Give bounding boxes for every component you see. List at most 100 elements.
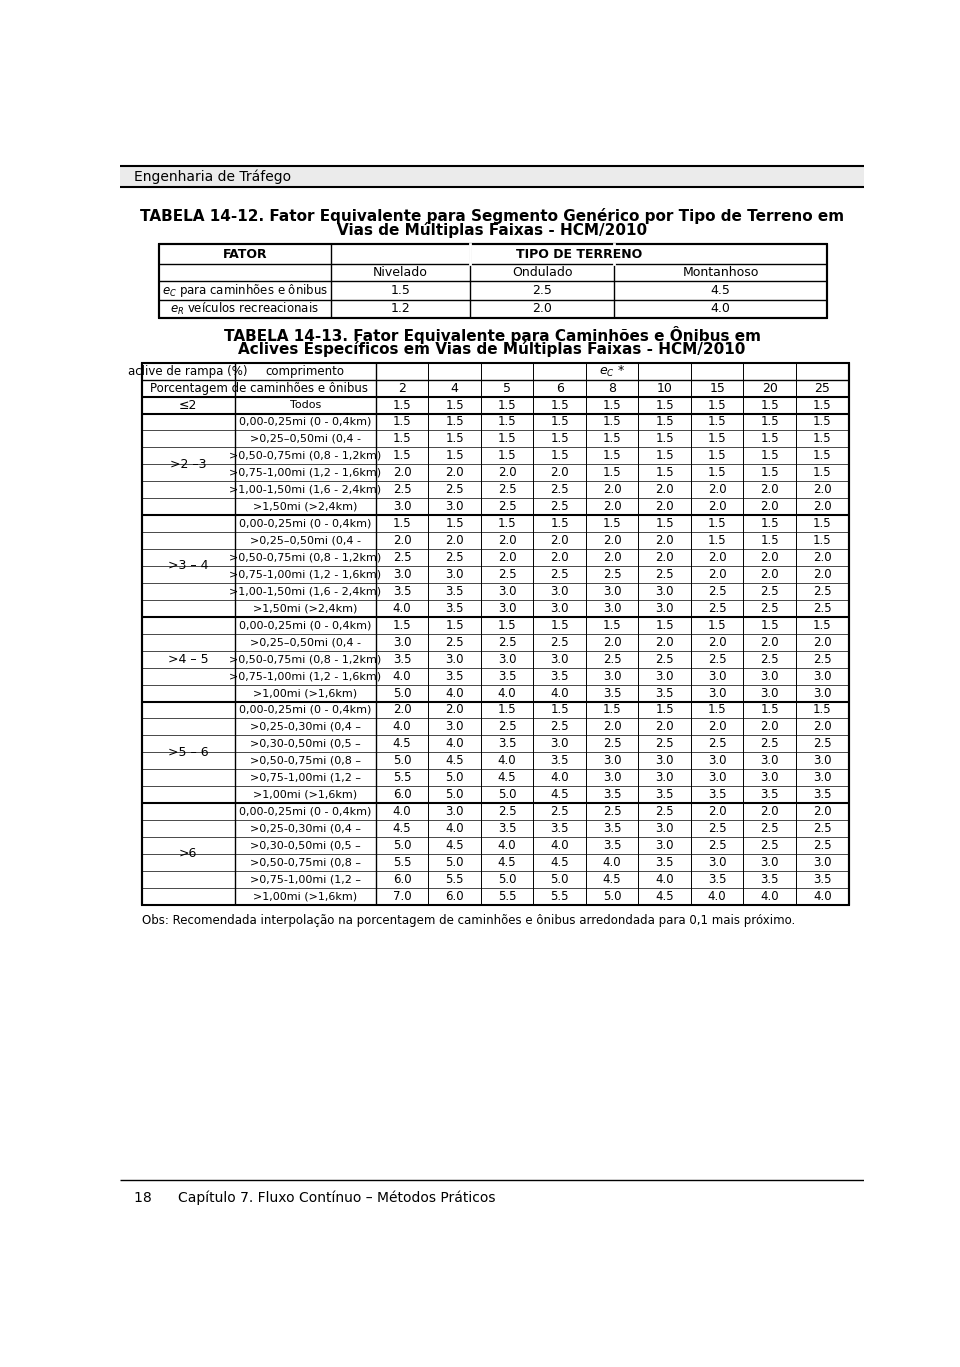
Text: 3.0: 3.0 xyxy=(656,755,674,767)
Text: 3.5: 3.5 xyxy=(656,686,674,700)
Text: 3.5: 3.5 xyxy=(550,670,569,682)
Text: Vias de Múltiplas Faixas - HCM/2010: Vias de Múltiplas Faixas - HCM/2010 xyxy=(337,223,647,238)
Text: $e_C$ para caminhões e ônibus: $e_C$ para caminhões e ônibus xyxy=(161,282,328,299)
Text: 1.5: 1.5 xyxy=(445,450,464,462)
Text: >0,25–0,50mi (0,4 -: >0,25–0,50mi (0,4 - xyxy=(250,433,361,444)
Text: 2.5: 2.5 xyxy=(550,484,569,496)
Text: 1.5: 1.5 xyxy=(760,416,779,428)
Text: 5.0: 5.0 xyxy=(445,771,464,785)
Bar xyxy=(142,362,849,905)
Text: 2.5: 2.5 xyxy=(497,805,516,817)
Text: 4.0: 4.0 xyxy=(760,890,779,902)
Text: 3.0: 3.0 xyxy=(603,601,621,615)
Text: 3.0: 3.0 xyxy=(445,567,464,581)
Text: 2.0: 2.0 xyxy=(708,567,727,581)
Text: 3.0: 3.0 xyxy=(708,771,727,785)
Text: 1.5: 1.5 xyxy=(813,517,831,530)
Text: 5.0: 5.0 xyxy=(445,856,464,869)
Text: 1.5: 1.5 xyxy=(603,416,621,428)
Text: 2.0: 2.0 xyxy=(445,704,464,716)
Text: 1.5: 1.5 xyxy=(497,450,516,462)
Text: 3.0: 3.0 xyxy=(550,585,569,597)
Text: 4.0: 4.0 xyxy=(497,755,516,767)
Text: >1,50mi (>2,4km): >1,50mi (>2,4km) xyxy=(253,603,357,614)
Text: Ondulado: Ondulado xyxy=(512,267,572,279)
Text: 5: 5 xyxy=(503,381,511,395)
Text: >0,75-1,00mi (1,2 –: >0,75-1,00mi (1,2 – xyxy=(250,772,361,783)
Text: >0,50-0,75mi (0,8 –: >0,50-0,75mi (0,8 – xyxy=(250,756,361,766)
Text: 10: 10 xyxy=(657,381,673,395)
Text: 1.5: 1.5 xyxy=(550,399,569,411)
Text: 3.5: 3.5 xyxy=(603,822,621,835)
Text: 2.5: 2.5 xyxy=(708,601,727,615)
Text: 2.5: 2.5 xyxy=(760,601,779,615)
Text: 3.0: 3.0 xyxy=(656,670,674,682)
Text: 1.5: 1.5 xyxy=(813,432,831,446)
Text: >0,50-0,75mi (0,8 - 1,2km): >0,50-0,75mi (0,8 - 1,2km) xyxy=(229,451,381,461)
Text: >1,00-1,50mi (1,6 - 2,4km): >1,00-1,50mi (1,6 - 2,4km) xyxy=(229,586,381,596)
Text: 2.5: 2.5 xyxy=(813,601,831,615)
Text: 2.0: 2.0 xyxy=(393,704,411,716)
Text: 5.5: 5.5 xyxy=(498,890,516,902)
Text: 1.5: 1.5 xyxy=(708,416,727,428)
Text: 2.0: 2.0 xyxy=(813,484,831,496)
Text: 1.5: 1.5 xyxy=(813,534,831,547)
Text: 3.0: 3.0 xyxy=(813,670,831,682)
Text: 1.5: 1.5 xyxy=(760,534,779,547)
Text: 5.0: 5.0 xyxy=(498,789,516,801)
Text: 4.0: 4.0 xyxy=(445,686,464,700)
Text: 2.0: 2.0 xyxy=(813,551,831,565)
Text: 1.5: 1.5 xyxy=(603,450,621,462)
Text: 2.5: 2.5 xyxy=(445,484,464,496)
Text: 3.0: 3.0 xyxy=(445,500,464,513)
Text: 2.0: 2.0 xyxy=(550,551,569,565)
Text: 3.0: 3.0 xyxy=(550,737,569,750)
Text: aclive de rampa (%): aclive de rampa (%) xyxy=(129,365,248,377)
Text: 1.5: 1.5 xyxy=(708,534,727,547)
Text: 25: 25 xyxy=(814,381,830,395)
Text: 2.0: 2.0 xyxy=(497,534,516,547)
Text: 2.0: 2.0 xyxy=(708,805,727,817)
Text: >1,00mi (>1,6km): >1,00mi (>1,6km) xyxy=(253,790,357,800)
Text: 2.0: 2.0 xyxy=(603,551,621,565)
Text: 2.0: 2.0 xyxy=(393,466,411,480)
Text: 3.0: 3.0 xyxy=(760,670,779,682)
Text: 1.5: 1.5 xyxy=(656,466,674,480)
Text: 1.5: 1.5 xyxy=(656,432,674,446)
Text: 4.0: 4.0 xyxy=(603,856,621,869)
Text: 3.5: 3.5 xyxy=(498,737,516,750)
Text: 4.0: 4.0 xyxy=(393,670,411,682)
Text: 1.5: 1.5 xyxy=(760,450,779,462)
Text: 3.0: 3.0 xyxy=(603,670,621,682)
Text: 20: 20 xyxy=(762,381,778,395)
Text: 2.5: 2.5 xyxy=(603,652,621,666)
Text: >2 –3: >2 –3 xyxy=(170,458,206,470)
Text: 2.0: 2.0 xyxy=(656,551,674,565)
Text: >4 – 5: >4 – 5 xyxy=(168,652,208,666)
Text: 4.5: 4.5 xyxy=(710,284,731,297)
Text: 3.0: 3.0 xyxy=(708,670,727,682)
Text: 2.0: 2.0 xyxy=(497,466,516,480)
Text: 1.5: 1.5 xyxy=(813,619,831,632)
Text: 3.0: 3.0 xyxy=(445,720,464,734)
Text: 3.0: 3.0 xyxy=(813,856,831,869)
Text: 4.5: 4.5 xyxy=(445,755,464,767)
Text: >3 – 4: >3 – 4 xyxy=(168,559,208,573)
Text: 4.5: 4.5 xyxy=(497,771,516,785)
Text: 1.5: 1.5 xyxy=(813,399,831,411)
Text: 3.0: 3.0 xyxy=(656,771,674,785)
Text: 1.5: 1.5 xyxy=(813,466,831,480)
Text: 4.5: 4.5 xyxy=(656,890,674,902)
Text: 2.5: 2.5 xyxy=(497,636,516,649)
Text: 1.5: 1.5 xyxy=(391,284,411,297)
Text: 3.0: 3.0 xyxy=(445,805,464,817)
Text: 1.5: 1.5 xyxy=(708,466,727,480)
Text: >0,50-0,75mi (0,8 - 1,2km): >0,50-0,75mi (0,8 - 1,2km) xyxy=(229,552,381,562)
Text: 1.5: 1.5 xyxy=(603,619,621,632)
Text: 3.5: 3.5 xyxy=(760,874,779,886)
Text: 1.5: 1.5 xyxy=(393,517,411,530)
Text: Nivelado: Nivelado xyxy=(373,267,428,279)
Text: 6: 6 xyxy=(556,381,564,395)
Text: 1.5: 1.5 xyxy=(497,432,516,446)
Text: 2.0: 2.0 xyxy=(760,551,779,565)
